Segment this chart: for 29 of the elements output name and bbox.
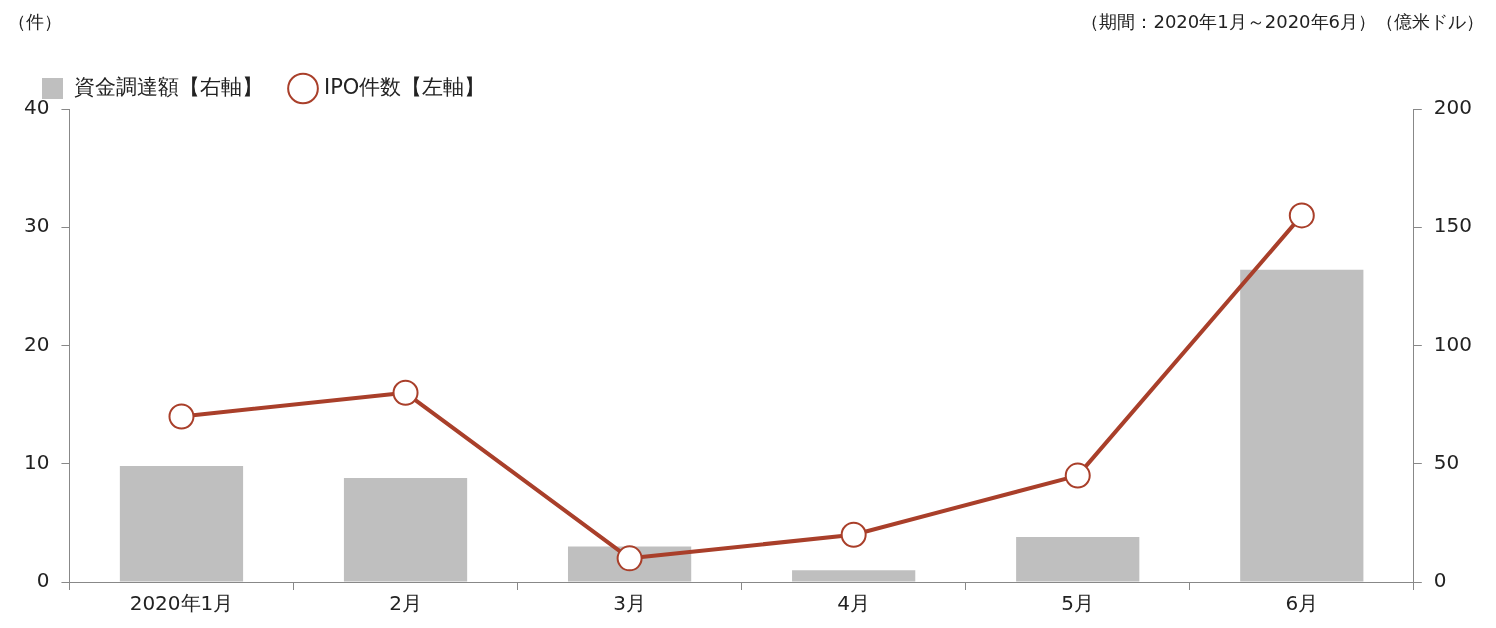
bar: [792, 570, 916, 582]
legend-label: IPO件数【左軸】: [324, 74, 486, 99]
point: [392, 379, 419, 406]
y-tick-label: 30: [24, 213, 50, 238]
x-tick-label: 6月: [1285, 591, 1319, 616]
bar: [1240, 269, 1364, 582]
point: [616, 545, 643, 572]
x-tick-label: 5月: [1061, 591, 1095, 616]
bar: [1016, 537, 1140, 582]
point: [840, 521, 867, 548]
legend-label: 資金調達額【右軸】: [73, 74, 263, 99]
bar: [343, 477, 468, 582]
bar: [119, 466, 244, 582]
y-axis-title: （件）: [8, 10, 62, 32]
y-tick-label: 40: [24, 95, 50, 120]
x-tick-label: 2020年1月: [129, 591, 234, 616]
y-tick-label: 0: [36, 568, 50, 593]
x-tick-label: 2月: [389, 591, 422, 616]
y2-tick-label: 100: [1433, 331, 1473, 356]
y2-tick-label: 50: [1433, 449, 1460, 474]
point: [1064, 462, 1091, 489]
x-tick-label: 3月: [613, 591, 646, 616]
y-tick-label: 20: [24, 331, 50, 356]
y2-tick-label: 150: [1433, 213, 1473, 238]
y-tick-label: 10: [24, 449, 50, 474]
y2-tick-label: 0: [1433, 568, 1447, 593]
text: （期間：2020年1月～2020年6月）（億米ドル）: [1081, 10, 1484, 32]
y2-tick-label: 200: [1433, 95, 1473, 120]
x-tick-label: 4月: [837, 591, 871, 616]
